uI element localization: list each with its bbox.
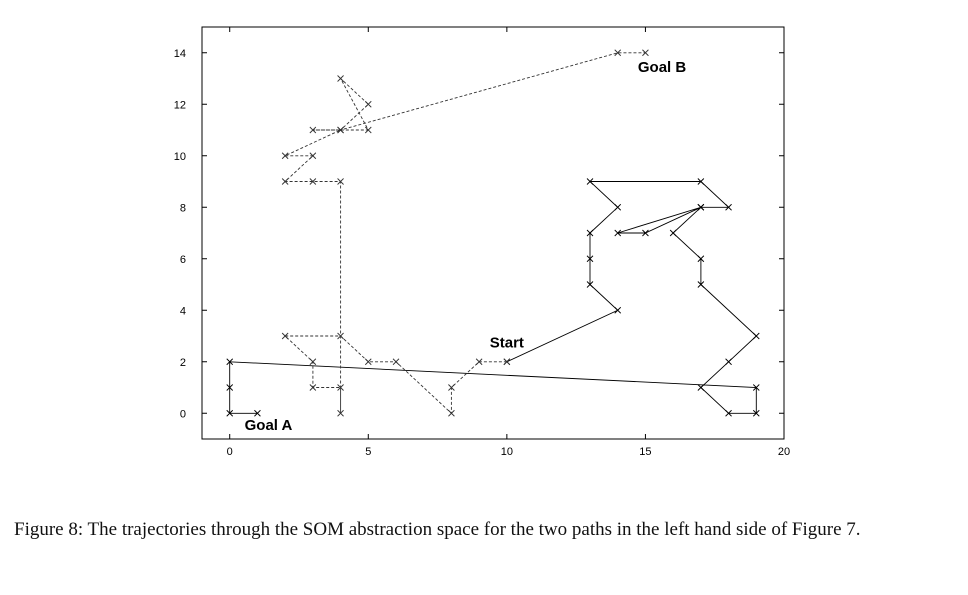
y-tick-label: 8 [180,202,186,214]
x-tick-label: 0 [227,446,233,458]
axis-ticks: 0 5 10 15 20 0 2 4 6 8 10 12 14 [174,27,790,458]
y-tick-label: 12 [174,99,186,111]
series-1-marker [586,255,594,263]
plot-frame [201,26,785,440]
series-2-marker [642,49,649,57]
trajectory-chart: 0 5 10 15 20 0 2 4 6 8 10 12 14 Start Goal A Goal B [174,26,790,458]
y-tick-label: 14 [174,48,186,60]
series-line-1 [229,181,757,414]
y-tick-label: 4 [180,305,186,317]
series-2-marker [475,358,483,366]
series-1-marker [697,255,705,263]
series-layer [226,49,760,417]
series-1-marker [586,281,594,288]
series-1-marker [254,409,261,417]
series-2-marker [364,358,372,366]
series-1-marker [697,178,705,185]
series-2-marker [309,126,317,134]
annotation-label: Goal A [245,417,293,434]
x-tick-label: 15 [639,446,651,458]
series-2-marker [309,358,317,366]
series-2-marker [364,126,372,134]
series-2-marker [281,332,289,340]
series-2-marker [309,152,317,160]
series-1-marker [226,384,234,391]
series-1-marker [752,384,760,391]
series-1-marker [586,229,594,237]
series-2-marker [337,332,344,340]
series-1-marker [586,178,594,185]
series-1-marker [614,229,622,237]
series-2-marker [448,409,455,417]
x-tick-label: 20 [778,446,790,458]
series-2-marker [337,409,344,417]
series-2-marker [503,358,511,366]
series-2-marker [337,384,344,391]
y-tick-label: 6 [180,254,186,266]
series-1-marker [697,203,705,211]
series-1-marker [725,358,732,366]
series-1-marker [697,384,705,391]
y-tick-label: 10 [174,151,186,163]
series-1-marker [669,229,677,237]
series-line-2 [283,52,646,415]
y-tick-label: 2 [180,357,186,369]
series-2-marker [337,75,344,82]
series-1-marker [752,332,760,340]
annotation-label: Goal B [638,59,687,76]
series-2-marker [448,384,455,391]
series-2-marker [281,152,289,160]
series-1-marker [725,409,732,417]
series-2-marker [309,178,317,185]
series-2-marker [309,384,317,391]
series-2-marker [281,178,289,185]
annotation-label: Start [490,334,524,351]
annotation-layer: Start Goal A Goal B [245,59,687,434]
x-tick-label: 5 [365,446,371,458]
x-tick-label: 10 [501,446,513,458]
figure-caption: Figure 8: The trajectories through the S… [14,519,861,540]
series-1-marker [226,409,234,417]
series-2-marker [337,126,344,134]
series-1-marker [642,229,649,237]
series-1-marker [614,203,622,211]
y-tick-label: 0 [180,408,186,420]
series-2-marker [392,358,400,366]
series-1-marker [752,409,760,417]
series-1-marker [725,203,732,211]
series-2-marker [364,100,372,108]
series-2-marker [614,49,622,57]
series-1-marker [614,306,622,314]
series-2-marker [337,178,344,185]
series-1-marker [697,281,705,288]
series-1-marker [226,358,234,366]
